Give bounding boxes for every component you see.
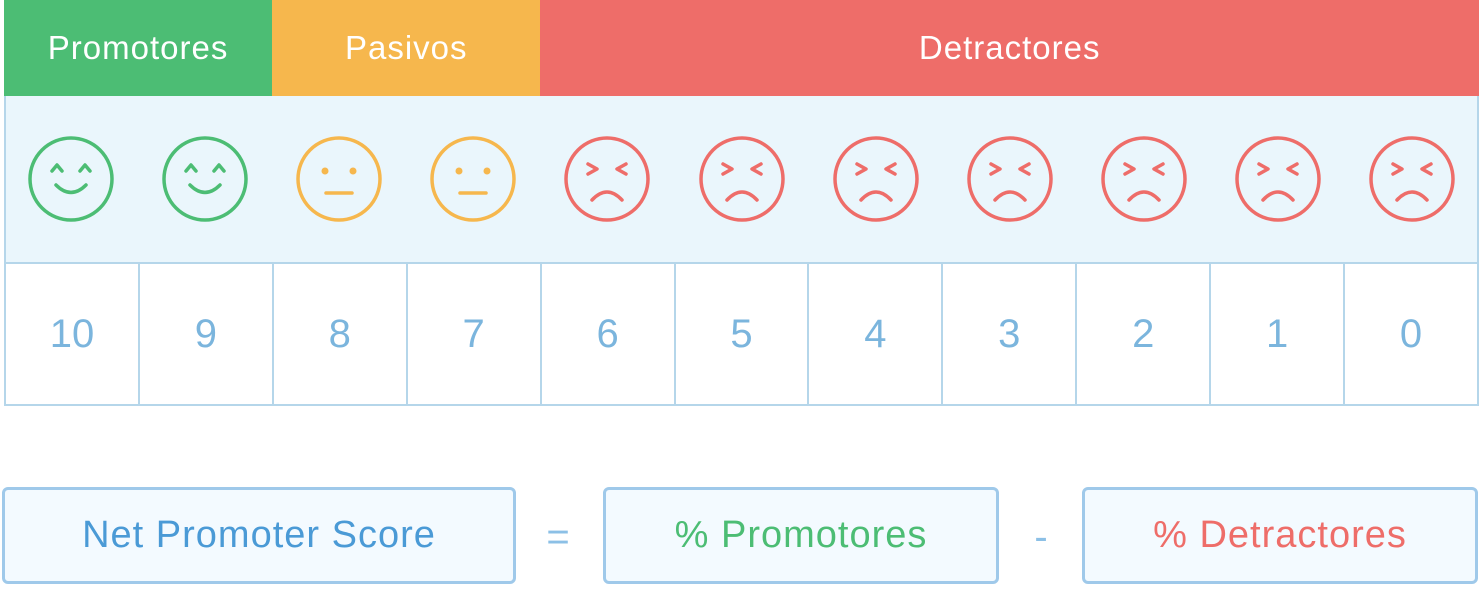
score-9: 9 [140, 264, 274, 404]
score-6: 6 [542, 264, 676, 404]
happy-face-icon [28, 136, 114, 222]
minus-sign: - [1034, 514, 1048, 559]
sad-face-icon [1235, 136, 1321, 222]
detractors-percent-label: % Detractores [1153, 514, 1407, 556]
neutral-face-icon [430, 136, 517, 222]
sad-face-icon [832, 136, 919, 222]
promoters-percent-label: % Promotores [674, 514, 928, 556]
nps-label: Net Promoter Score [82, 514, 436, 556]
sad-face-icon [564, 136, 651, 222]
detractors-percent-box: % Detractores [1082, 487, 1478, 584]
sad-face-icon [966, 136, 1053, 222]
score-5: 5 [676, 264, 810, 404]
score-2: 2 [1077, 264, 1212, 404]
promoters-percent-box: % Promotores [603, 487, 999, 584]
score-4: 4 [809, 264, 944, 404]
nps-scale: Promotores Pasivos Detractores 10 9 8 7 6 5 4 3 2 1… [4, 0, 1479, 406]
score-1: 1 [1211, 264, 1346, 404]
neutral-face-icon [296, 136, 382, 222]
score-8: 8 [274, 264, 408, 404]
nps-formula-box: Net Promoter Score [2, 487, 516, 584]
category-header-promotores: Promotores [4, 0, 273, 96]
score-numbers-row: 10 9 8 7 6 5 4 3 2 1 0 [4, 262, 1479, 406]
sad-face-icon [1369, 136, 1455, 222]
score-0: 0 [1399, 311, 1423, 356]
category-header-detractores: Detractores [540, 0, 1479, 96]
sad-face-icon [698, 136, 785, 222]
category-header-pasivos: Pasivos [272, 0, 541, 96]
equals-sign: = [546, 514, 570, 559]
score-3: 3 [943, 264, 1078, 404]
sad-face-icon [1101, 136, 1187, 222]
faces-row [4, 96, 1479, 262]
score-10: 10 [6, 264, 140, 404]
happy-face-icon [162, 136, 248, 222]
score-7: 7 [408, 264, 542, 404]
